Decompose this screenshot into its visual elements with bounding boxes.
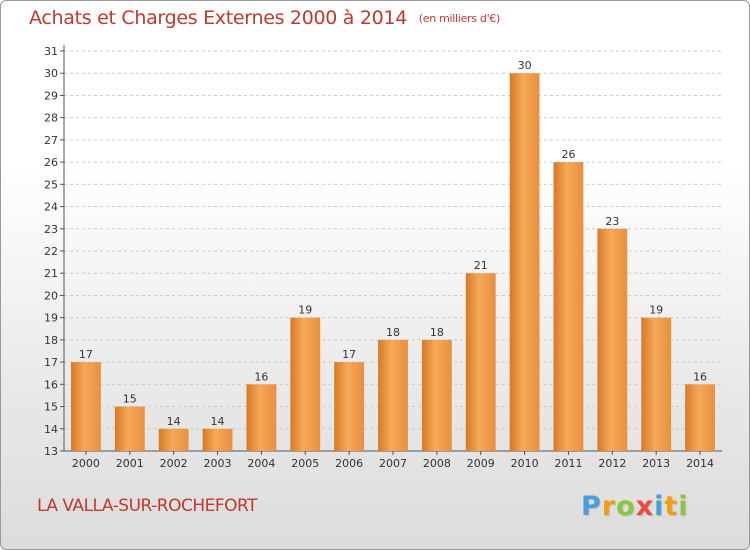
y-tick-label: 26: [44, 156, 58, 169]
y-tick-label: 27: [44, 134, 58, 147]
bar-2012: [597, 228, 628, 451]
y-tick-label: 14: [44, 423, 58, 436]
bar-value-label: 15: [123, 393, 137, 406]
bar-value-label: 17: [79, 348, 93, 361]
y-tick-label: 31: [44, 45, 58, 58]
y-tick-label: 21: [44, 267, 58, 280]
bar-2014: [685, 384, 715, 451]
x-tick-label: 2001: [116, 457, 144, 470]
y-tick-label: 22: [44, 245, 58, 258]
bar-value-label: 18: [386, 326, 400, 339]
bar-2006: [334, 362, 365, 451]
x-tick-label: 2003: [204, 457, 232, 470]
bar-2010: [509, 73, 540, 451]
y-tick-label: 23: [44, 223, 58, 236]
bar-2004: [246, 384, 277, 451]
y-tick-label: 13: [44, 445, 58, 458]
y-tick-label: 15: [44, 401, 58, 414]
bar-value-label: 18: [430, 326, 444, 339]
x-tick-label: 2012: [598, 457, 626, 470]
bar-2009: [465, 273, 496, 451]
bar-2013: [641, 317, 672, 451]
bar-value-label: 26: [561, 148, 575, 161]
bar-value-label: 19: [298, 304, 312, 317]
x-tick-label: 2009: [467, 457, 495, 470]
bar-value-label: 14: [167, 415, 181, 428]
bar-value-label: 21: [474, 259, 488, 272]
bar-2007: [378, 339, 408, 451]
y-tick-label: 29: [44, 89, 58, 102]
x-tick-label: 2007: [379, 457, 407, 470]
x-tick-label: 2008: [423, 457, 451, 470]
chart-subtitle: (en milliers d'€): [418, 12, 500, 25]
y-tick-label: 25: [44, 178, 58, 191]
bar-2003: [202, 428, 233, 451]
bar-value-label: 14: [211, 415, 225, 428]
y-tick-label: 30: [44, 67, 58, 80]
x-tick-label: 2000: [72, 457, 100, 470]
x-tick-label: 2002: [160, 457, 188, 470]
x-tick-label: 2013: [642, 457, 670, 470]
bar-value-label: 30: [518, 59, 532, 72]
bar-value-label: 16: [254, 370, 268, 383]
bar-2005: [290, 317, 321, 451]
y-tick-label: 17: [44, 356, 58, 369]
proxiti-logo: Proxiti: [581, 491, 689, 522]
bar-2008: [421, 339, 452, 451]
bar-value-label: 17: [342, 348, 356, 361]
bar-value-label: 16: [693, 370, 707, 383]
chart-title: Achats et Charges Externes 2000 à 2014 (…: [29, 7, 500, 29]
bar-2001: [114, 406, 145, 451]
x-tick-label: 2010: [511, 457, 539, 470]
y-tick-label: 19: [44, 312, 58, 325]
y-tick-label: 16: [44, 378, 58, 391]
label-layer: 17 15 14 14 16 19 17 18 18 21 30 26 23 19 16: [79, 59, 707, 428]
x-tick-label: 2011: [554, 457, 582, 470]
x-tick-label: 2005: [291, 457, 319, 470]
x-tick-label: 2006: [335, 457, 363, 470]
y-tick-label: 20: [44, 289, 58, 302]
bar-2011: [553, 162, 584, 451]
y-tick-label: 24: [44, 201, 58, 214]
x-tick-label: 2004: [247, 457, 275, 470]
location-label: LA VALLA-SUR-ROCHEFORT: [37, 496, 258, 516]
bar-layer: [71, 73, 715, 451]
bar-value-label: 19: [649, 304, 663, 317]
chart-title-text: Achats et Charges Externes 2000 à 2014: [29, 7, 408, 29]
bar-2000: [71, 362, 101, 451]
bar-value-label: 23: [605, 215, 619, 228]
x-tick-label: 2014: [686, 457, 714, 470]
y-tick-label: 28: [44, 112, 58, 125]
bar-2002: [158, 428, 189, 451]
y-tick-label: 18: [44, 334, 58, 347]
